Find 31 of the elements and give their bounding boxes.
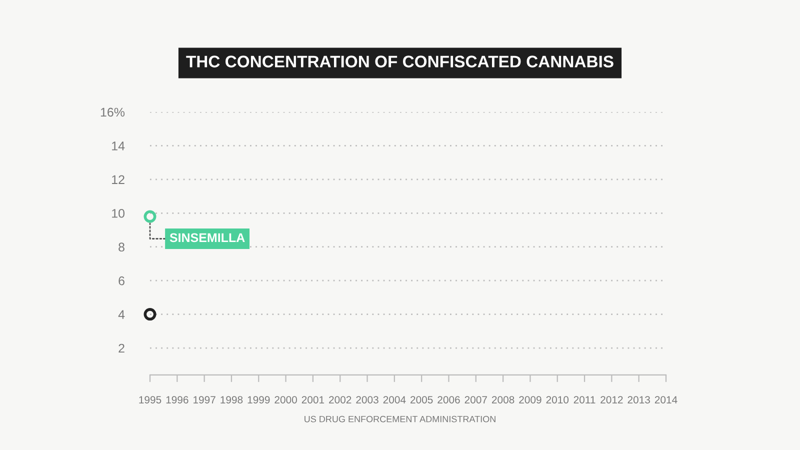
x-tick-label: 2013 (628, 396, 650, 404)
x-tick-label: 2008 (492, 396, 514, 404)
x-tick-label: 1998 (220, 396, 243, 404)
series-label: SINSEMILLA (170, 233, 245, 242)
x-tick-label: 2009 (519, 396, 542, 404)
y-tick-label: 8 (118, 242, 124, 252)
x-tick-label: 1999 (248, 396, 270, 404)
y-tick-label: 14 (112, 142, 125, 150)
x-tick-label: 1996 (166, 396, 188, 404)
x-tick-label: 2001 (302, 396, 324, 404)
text: US DRUG ENFORCEMENT ADMINISTRATION (304, 416, 496, 422)
x-tick-label: 2002 (329, 396, 352, 404)
y-tick-label: 10 (112, 208, 125, 218)
x-tick-label: 2012 (600, 396, 623, 404)
x-tick-label: 2006 (438, 396, 460, 404)
y-tick-label: 16% (100, 108, 125, 117)
x-tick-label: 1995 (139, 396, 162, 404)
y-tick-label: 4 (118, 310, 125, 319)
x-tick-label: 1997 (194, 396, 216, 404)
y-tick-label: 12 (112, 175, 124, 184)
x-tick-label: 2005 (410, 396, 433, 404)
x-tick-label: 2003 (356, 396, 378, 404)
x-tick-label: 2010 (546, 396, 569, 404)
x-tick-label: 2004 (383, 396, 406, 404)
x-tick-label: 2000 (274, 396, 297, 404)
y-tick-label: 2 (118, 344, 124, 353)
x-tick-label: 2011 (574, 396, 596, 404)
x-tick-label: 2007 (464, 396, 487, 404)
chart-title: THC CONCENTRATION OF CONFISCATED CANNABIS (186, 56, 614, 68)
x-tick-label: 2014 (654, 396, 678, 404)
y-tick-label: 6 (118, 276, 124, 286)
